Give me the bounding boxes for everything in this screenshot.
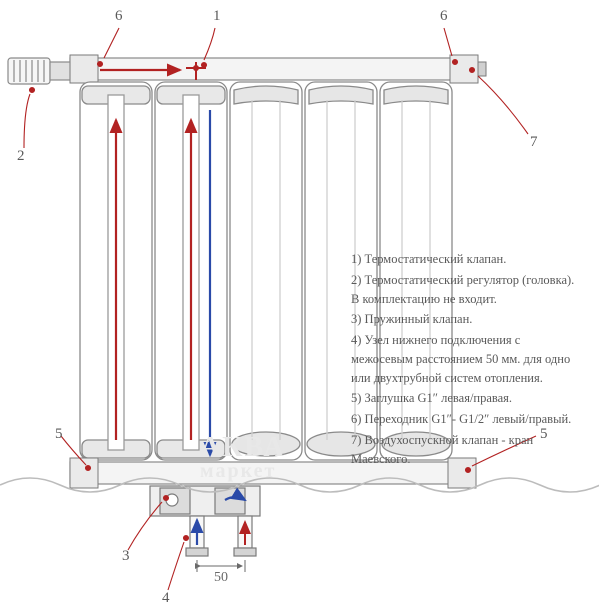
callout-1: 1 [213, 8, 221, 25]
legend: 1) Термостатический клапан. 2) Термостат… [351, 250, 581, 470]
callout-3: 3 [122, 548, 130, 565]
legend-item-3: 3) Пружинный клапан. [351, 310, 581, 329]
legend-item-2: 2) Термостатический регулятор (головка).… [351, 271, 581, 309]
watermark-line2: маркет [200, 460, 276, 483]
callout-4: 4 [162, 590, 170, 607]
legend-item-4: 4) Узел нижнего подключения с межосевым … [351, 331, 581, 387]
callout-6-left: 6 [115, 8, 123, 25]
callout-7: 7 [530, 134, 538, 151]
callout-5-left: 5 [55, 426, 63, 443]
legend-item-6: 6) Переходник G1″- G1/2″ левый/правый. [351, 410, 581, 429]
dimension-value: 50 [214, 570, 228, 586]
legend-item-5: 5) Заглушка G1″ левая/правая. [351, 389, 581, 408]
legend-item-1: 1) Термостатический клапан. [351, 250, 581, 269]
thermostatic-head [8, 58, 70, 84]
legend-item-7: 7) Воздухоспускной клапан - кран Маевско… [351, 431, 581, 469]
callout-6-right: 6 [440, 8, 448, 25]
callout-2: 2 [17, 148, 25, 165]
